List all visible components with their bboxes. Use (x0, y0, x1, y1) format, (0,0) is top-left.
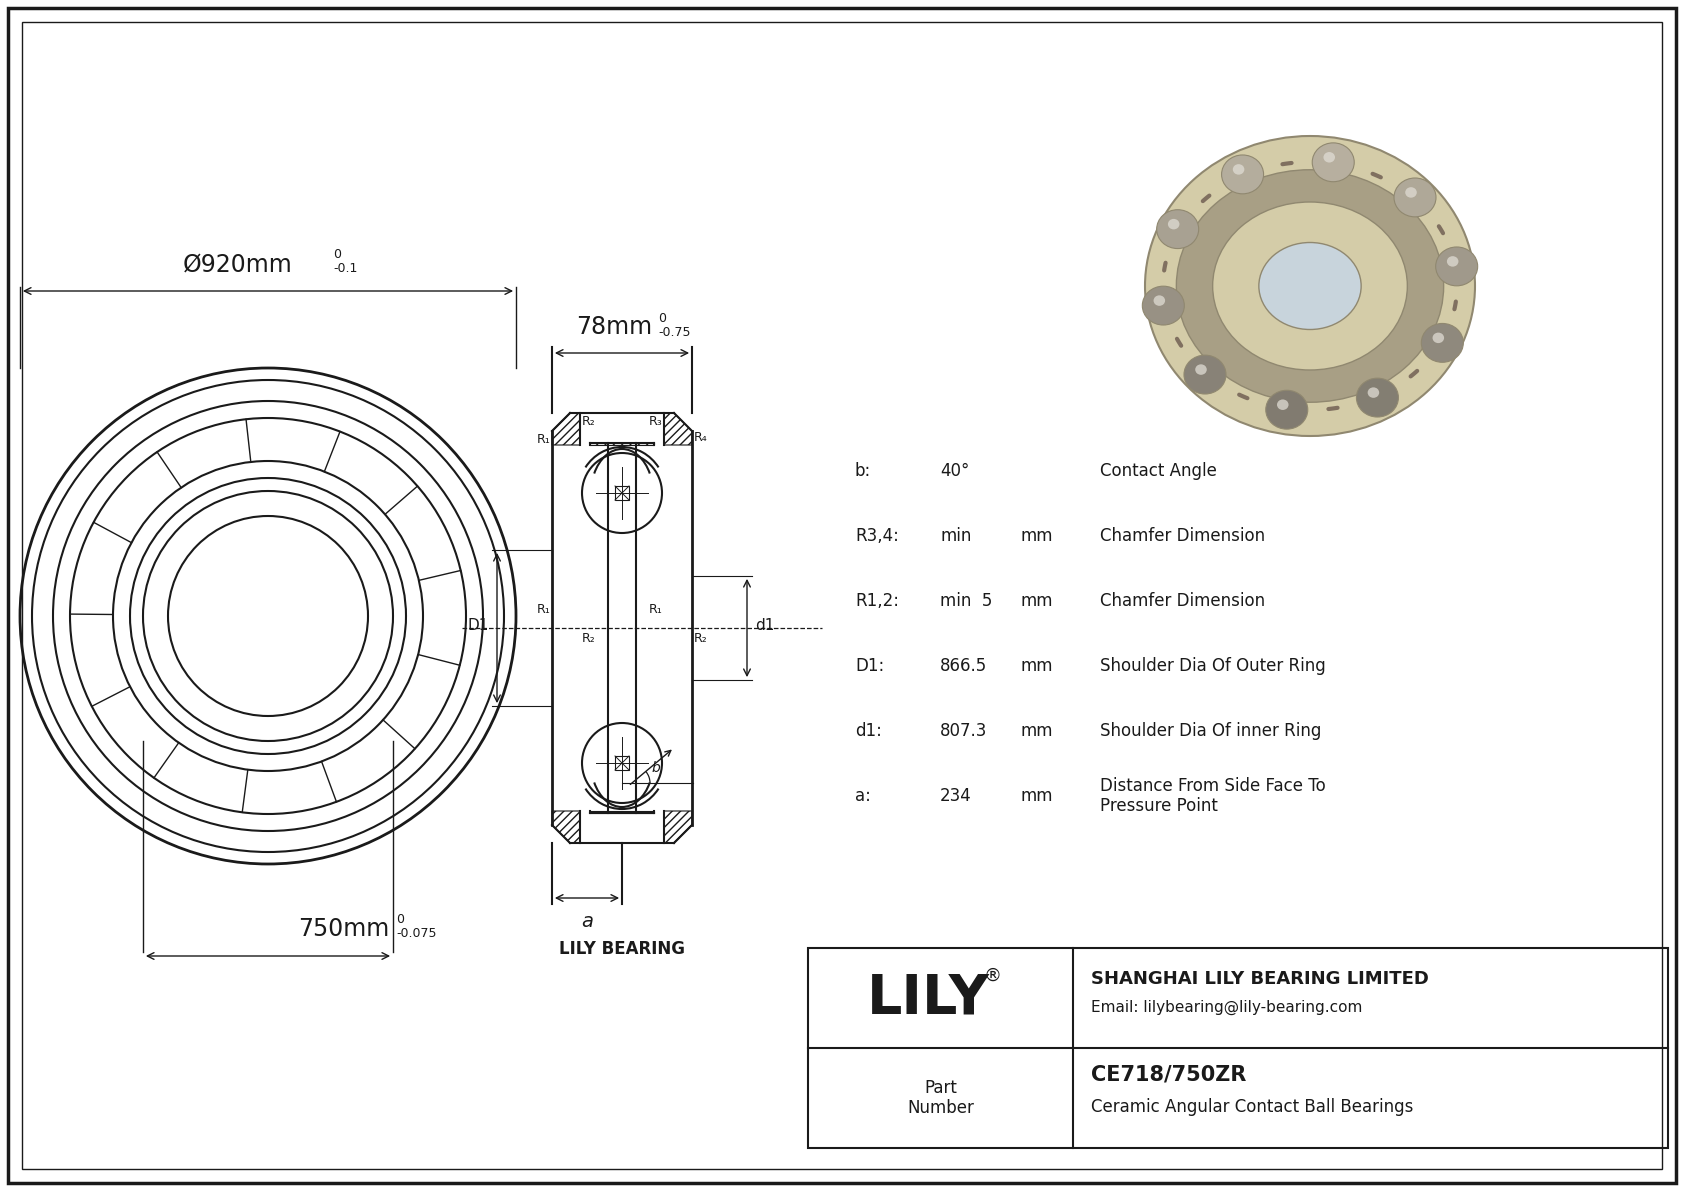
Text: b: b (652, 761, 660, 775)
Text: R₁: R₁ (648, 603, 662, 616)
Ellipse shape (1433, 332, 1445, 343)
Text: R₂: R₂ (583, 632, 596, 646)
Text: Email: lilybearing@lily-bearing.com: Email: lilybearing@lily-bearing.com (1091, 1000, 1362, 1015)
Text: Chamfer Dimension: Chamfer Dimension (1100, 526, 1265, 545)
Text: SHANGHAI LILY BEARING LIMITED: SHANGHAI LILY BEARING LIMITED (1091, 969, 1430, 989)
Text: mm: mm (1021, 657, 1052, 675)
Text: 0: 0 (658, 312, 665, 325)
Text: Ø920mm: Ø920mm (184, 252, 293, 276)
Text: CE718/750ZR: CE718/750ZR (1091, 1064, 1246, 1084)
Ellipse shape (1260, 243, 1361, 330)
Text: d1:: d1: (855, 722, 882, 740)
Ellipse shape (1169, 219, 1179, 230)
Ellipse shape (1212, 202, 1408, 370)
Text: 0: 0 (396, 913, 404, 925)
Ellipse shape (1276, 399, 1288, 410)
Text: R₁: R₁ (536, 434, 551, 445)
Text: 0: 0 (333, 248, 340, 261)
Text: -0.075: -0.075 (396, 927, 436, 940)
Ellipse shape (1145, 136, 1475, 436)
Text: Chamfer Dimension: Chamfer Dimension (1100, 592, 1265, 610)
Text: d1: d1 (754, 617, 775, 632)
Text: a:: a: (855, 787, 871, 805)
Ellipse shape (1177, 170, 1443, 403)
Ellipse shape (1394, 177, 1436, 217)
Ellipse shape (1184, 355, 1226, 394)
Ellipse shape (1196, 364, 1207, 375)
Text: D1: D1 (468, 617, 488, 632)
Ellipse shape (1447, 256, 1458, 267)
Text: Contact Angle: Contact Angle (1100, 462, 1218, 480)
Text: Ceramic Angular Contact Ball Bearings: Ceramic Angular Contact Ball Bearings (1091, 1098, 1413, 1116)
Ellipse shape (1233, 164, 1244, 175)
Text: 750mm: 750mm (298, 917, 389, 941)
Text: Distance From Side Face To
Pressure Point: Distance From Side Face To Pressure Poin… (1100, 777, 1325, 816)
Text: Shoulder Dia Of inner Ring: Shoulder Dia Of inner Ring (1100, 722, 1322, 740)
Ellipse shape (1154, 295, 1165, 306)
Ellipse shape (1157, 210, 1199, 249)
Text: min: min (940, 526, 972, 545)
Text: Part
Number: Part Number (908, 1079, 973, 1117)
Text: R₄: R₄ (694, 431, 707, 444)
Text: D1:: D1: (855, 657, 884, 675)
Ellipse shape (1421, 324, 1463, 362)
Text: a: a (581, 912, 593, 931)
Text: R1,2:: R1,2: (855, 592, 899, 610)
Text: 40°: 40° (940, 462, 970, 480)
Ellipse shape (1356, 379, 1398, 417)
Text: 78mm: 78mm (576, 314, 652, 339)
Text: mm: mm (1021, 787, 1052, 805)
Ellipse shape (1312, 143, 1354, 182)
Ellipse shape (1266, 391, 1308, 429)
Text: R₂: R₂ (583, 414, 596, 428)
Text: 866.5: 866.5 (940, 657, 987, 675)
Text: 807.3: 807.3 (940, 722, 987, 740)
Text: min  5: min 5 (940, 592, 992, 610)
Text: LILY BEARING: LILY BEARING (559, 940, 685, 958)
Bar (808, 948, 1667, 1148)
Ellipse shape (1221, 155, 1263, 194)
Text: Shoulder Dia Of Outer Ring: Shoulder Dia Of Outer Ring (1100, 657, 1325, 675)
Ellipse shape (1404, 187, 1416, 198)
Text: mm: mm (1021, 722, 1052, 740)
Text: ®: ® (983, 967, 1002, 985)
Text: mm: mm (1021, 526, 1052, 545)
Text: -0.1: -0.1 (333, 262, 357, 275)
Text: R₃: R₃ (648, 414, 662, 428)
Ellipse shape (1436, 247, 1477, 286)
Text: R₂: R₂ (694, 632, 707, 646)
Text: b:: b: (855, 462, 871, 480)
Text: R3,4:: R3,4: (855, 526, 899, 545)
Text: -0.75: -0.75 (658, 326, 690, 339)
Bar (615, 756, 630, 771)
Ellipse shape (1142, 286, 1184, 325)
Bar (615, 486, 630, 500)
Ellipse shape (1324, 152, 1335, 162)
Text: LILY: LILY (867, 971, 990, 1025)
Text: mm: mm (1021, 592, 1052, 610)
Ellipse shape (1367, 387, 1379, 398)
Text: 234: 234 (940, 787, 972, 805)
Text: R₁: R₁ (536, 603, 551, 616)
